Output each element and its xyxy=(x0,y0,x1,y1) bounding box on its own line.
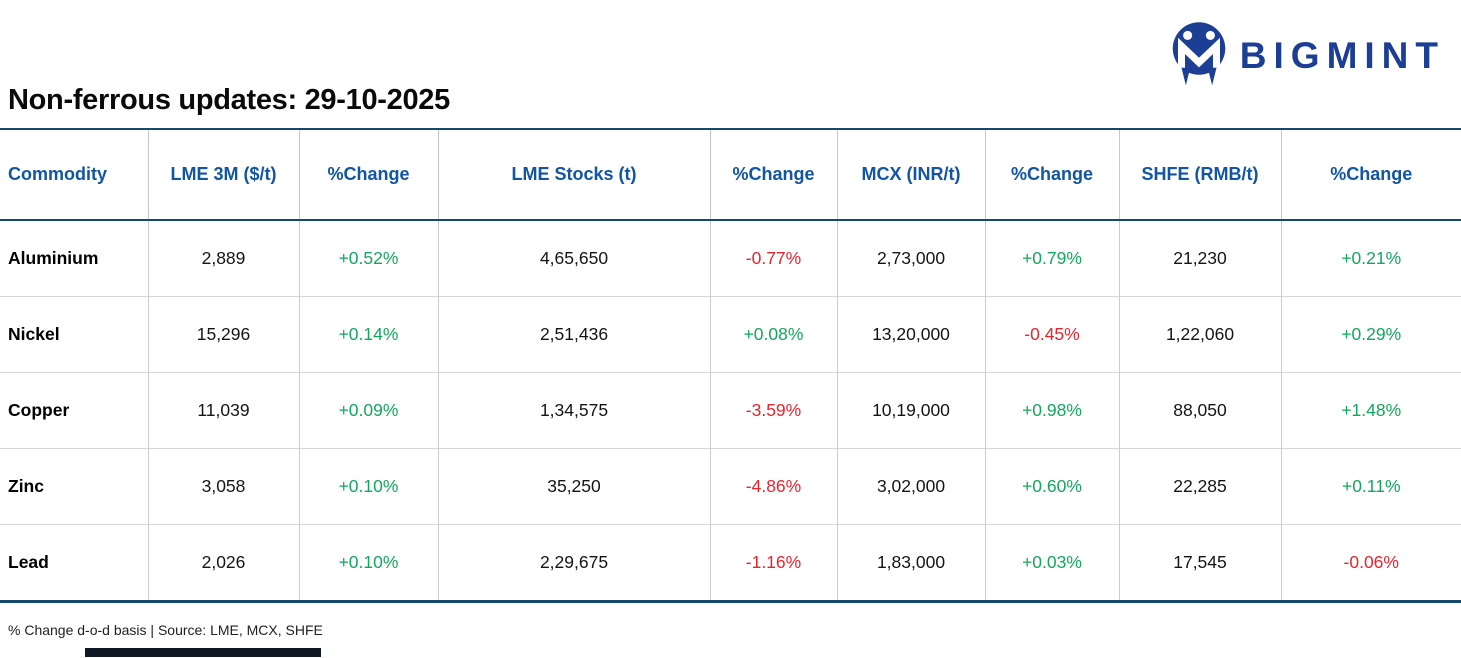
cell-lme-stocks-change: -4.86% xyxy=(709,448,837,525)
cell-lme-3m-change: +0.09% xyxy=(298,372,438,449)
table-row-zinc: Zinc 3,058 +0.10% 35,250 -4.86% 3,02,000… xyxy=(0,448,1461,525)
footnote: % Change d-o-d basis | Source: LME, MCX,… xyxy=(8,622,323,638)
cell-shfe: 17,545 xyxy=(1118,524,1281,602)
cell-lme-3m: 2,026 xyxy=(147,524,299,602)
cell-lme-3m-change: +0.10% xyxy=(298,448,438,525)
cell-shfe: 22,285 xyxy=(1118,448,1281,525)
cell-shfe-change: +0.11% xyxy=(1280,448,1461,525)
cell-lme-3m: 2,889 xyxy=(147,220,299,297)
col-header-mcx-change: %Change xyxy=(984,129,1119,220)
table-row-nickel: Nickel 15,296 +0.14% 2,51,436 +0.08% 13,… xyxy=(0,296,1461,373)
brand-name: BIGMINT xyxy=(1239,35,1445,76)
cell-commodity: Aluminium xyxy=(8,248,99,268)
cell-shfe: 21,230 xyxy=(1118,220,1281,297)
brand-logo: BIGMINT xyxy=(1171,22,1445,89)
page-title: Non-ferrous updates: 29-10-2025 xyxy=(8,84,450,116)
col-header-shfe-change: %Change xyxy=(1280,129,1461,220)
cell-lme-3m-change: +0.10% xyxy=(298,524,438,602)
cell-mcx: 1,83,000 xyxy=(836,524,985,602)
cell-mcx-change: +0.03% xyxy=(984,524,1119,602)
cell-lme-3m-change: +0.14% xyxy=(298,296,438,373)
col-header-shfe: SHFE (RMB/t) xyxy=(1118,129,1281,220)
cell-lme-3m: 3,058 xyxy=(147,448,299,525)
cell-lme-stocks: 35,250 xyxy=(437,448,710,525)
col-header-commodity: Commodity xyxy=(8,164,107,184)
cell-lme-3m: 11,039 xyxy=(147,372,299,449)
cell-lme-stocks-change: -0.77% xyxy=(709,220,837,297)
cell-mcx: 13,20,000 xyxy=(836,296,985,373)
cell-mcx-change: +0.60% xyxy=(984,448,1119,525)
col-header-lme-stocks: LME Stocks (t) xyxy=(437,129,710,220)
cell-lme-3m: 15,296 xyxy=(147,296,299,373)
cell-commodity: Copper xyxy=(0,372,148,449)
cell-shfe-change: +0.21% xyxy=(1280,220,1461,297)
cell-mcx: 3,02,000 xyxy=(836,448,985,525)
cell-lme-stocks: 2,51,436 xyxy=(437,296,710,373)
cell-lme-stocks-change: -3.59% xyxy=(709,372,837,449)
cell-shfe: 1,22,060 xyxy=(1118,296,1281,373)
cell-mcx-change: +0.98% xyxy=(984,372,1119,449)
cell-commodity: Lead xyxy=(0,524,148,602)
table-row-copper: Copper 11,039 +0.09% 1,34,575 -3.59% 10,… xyxy=(0,372,1461,449)
cell-lme-3m-change: +0.52% xyxy=(298,220,438,297)
col-header-mcx: MCX (INR/t) xyxy=(836,129,985,220)
cell-lme-stocks-change: +0.08% xyxy=(709,296,837,373)
cell-mcx: 2,73,000 xyxy=(836,220,985,297)
cell-lme-stocks: 4,65,650 xyxy=(437,220,710,297)
table-row-lead: Lead 2,026 +0.10% 2,29,675 -1.16% 1,83,0… xyxy=(0,524,1461,602)
cell-shfe-change: +1.48% xyxy=(1280,372,1461,449)
cell-lme-stocks: 2,29,675 xyxy=(437,524,710,602)
cell-shfe-change: +0.29% xyxy=(1280,296,1461,373)
cell-mcx-change: -0.45% xyxy=(984,296,1119,373)
cell-lme-stocks: 1,34,575 xyxy=(437,372,710,449)
cell-commodity: Zinc xyxy=(0,448,148,525)
cell-shfe: 88,050 xyxy=(1118,372,1281,449)
table-header-row: Commodity LME 3M ($/t) %Change LME Stock… xyxy=(0,129,1461,220)
cell-commodity: Nickel xyxy=(0,296,148,373)
table-row-aluminium: Aluminium 2,889 +0.52% 4,65,650 -0.77% 2… xyxy=(0,220,1461,297)
col-header-lme-3m: LME 3M ($/t) xyxy=(147,129,299,220)
cell-mcx-change: +0.79% xyxy=(984,220,1119,297)
cell-lme-stocks-change: -1.16% xyxy=(709,524,837,602)
bigmint-logo-icon xyxy=(1172,22,1226,86)
cell-shfe-change: -0.06% xyxy=(1280,524,1461,602)
bottom-accent-bar xyxy=(85,648,321,657)
col-header-lme-3m-change: %Change xyxy=(298,129,438,220)
col-header-lme-stocks-change: %Change xyxy=(709,129,837,220)
commodities-table: Commodity LME 3M ($/t) %Change LME Stock… xyxy=(0,128,1461,603)
cell-mcx: 10,19,000 xyxy=(836,372,985,449)
